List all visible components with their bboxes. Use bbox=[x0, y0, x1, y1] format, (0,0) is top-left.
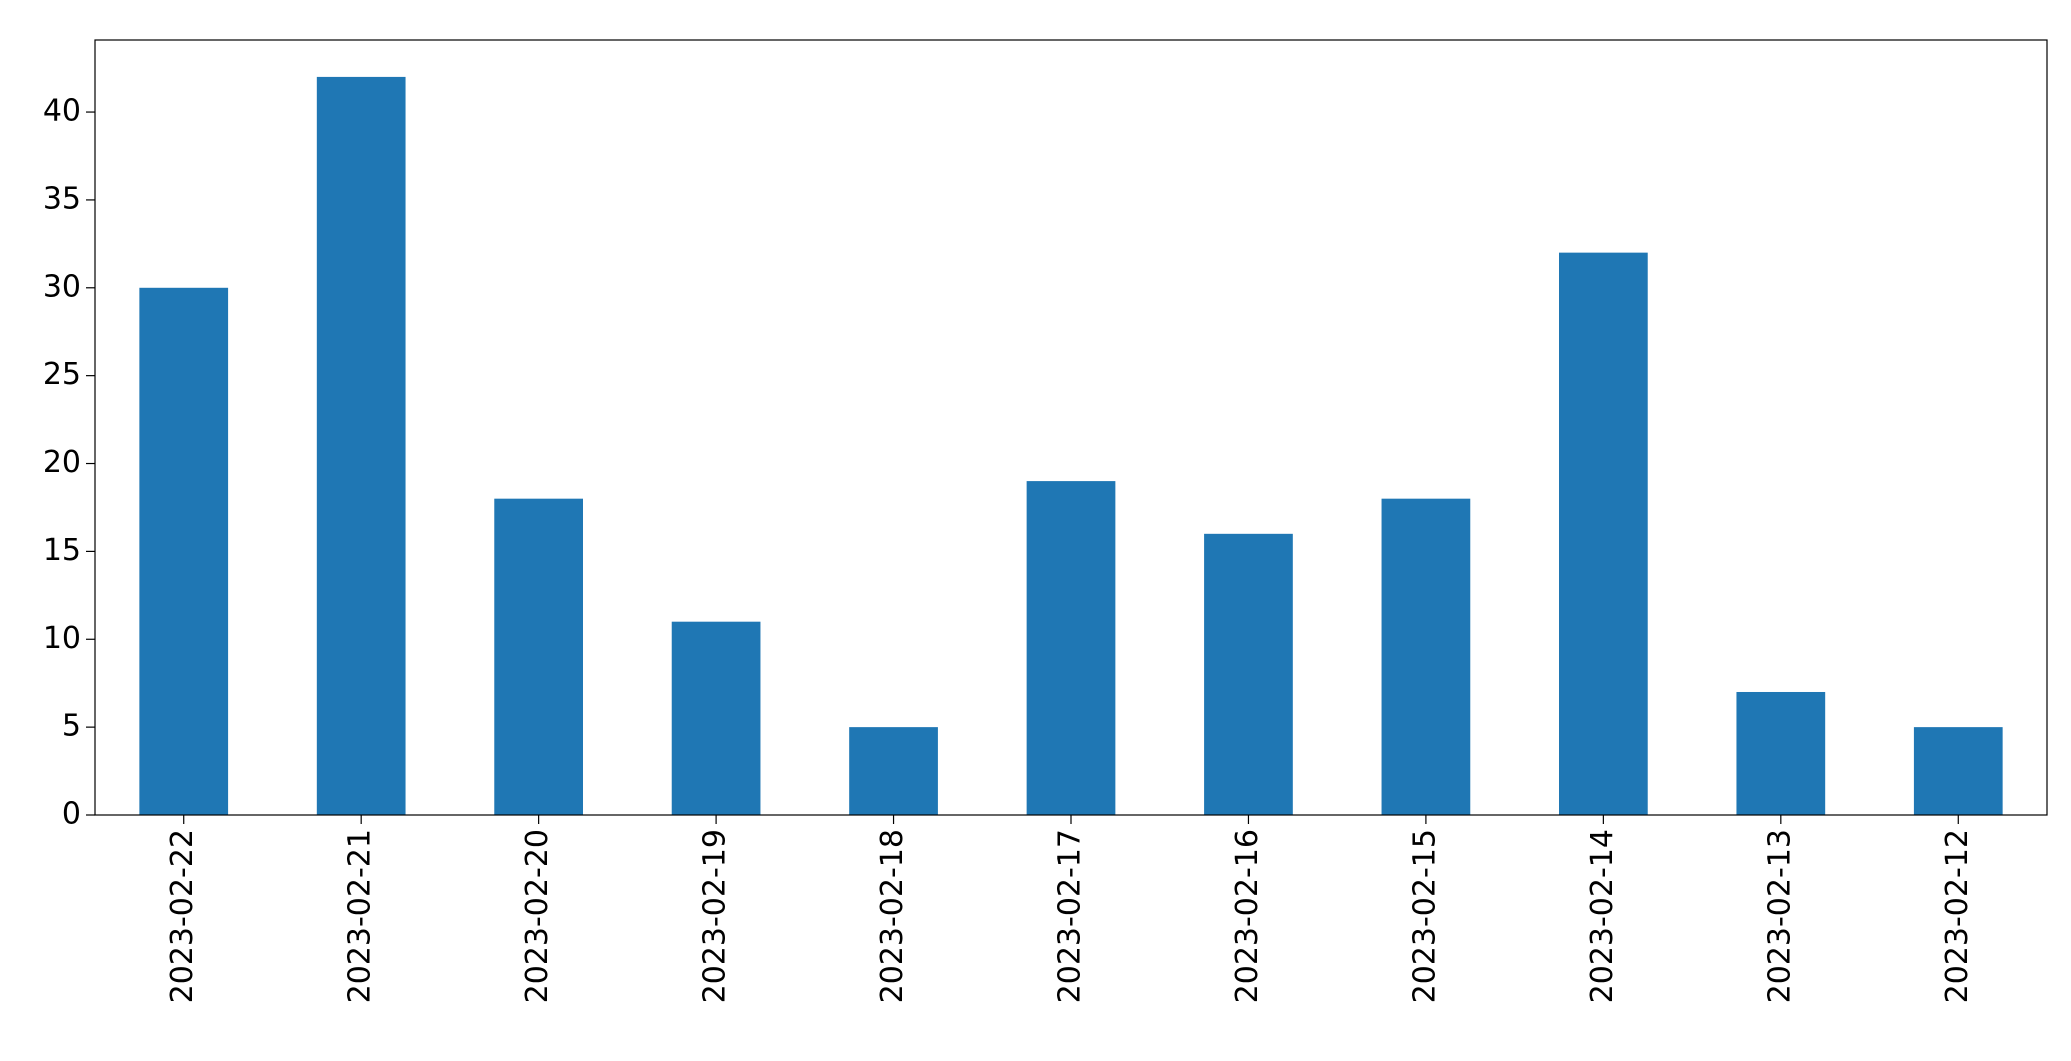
plot-frame bbox=[94, 39, 2048, 816]
x-tick-label: 2023-02-16 bbox=[1230, 829, 1265, 1003]
bar bbox=[494, 498, 583, 815]
bar bbox=[316, 76, 406, 815]
x-tick-label: 2023-02-18 bbox=[875, 829, 910, 1003]
bar bbox=[1204, 533, 1293, 815]
x-tick-label: 2023-02-20 bbox=[520, 829, 555, 1003]
x-tick-label: 2023-02-22 bbox=[165, 829, 200, 1003]
bar bbox=[1913, 727, 2003, 815]
y-tick-label: 30 bbox=[43, 269, 81, 304]
y-tick-label: 35 bbox=[43, 181, 81, 216]
bar bbox=[671, 621, 761, 815]
x-tick-label: 2023-02-12 bbox=[1940, 829, 1975, 1003]
y-tick-label: 25 bbox=[43, 357, 81, 392]
bar bbox=[139, 287, 229, 815]
y-tick-label: 0 bbox=[62, 797, 81, 832]
y-tick-label: 40 bbox=[43, 94, 81, 129]
bar bbox=[1026, 481, 1116, 815]
bar bbox=[849, 727, 938, 815]
x-tick-label: 2023-02-14 bbox=[1585, 829, 1620, 1003]
bar bbox=[1559, 252, 1648, 815]
y-tick-label: 5 bbox=[62, 709, 81, 744]
bar bbox=[1736, 691, 1826, 815]
x-tick-label: 2023-02-19 bbox=[698, 829, 733, 1003]
y-tick-label: 20 bbox=[43, 445, 81, 480]
x-tick-label: 2023-02-17 bbox=[1053, 829, 1088, 1003]
x-tick-label: 2023-02-21 bbox=[343, 829, 378, 1003]
bar bbox=[1381, 498, 1471, 815]
x-tick-label: 2023-02-15 bbox=[1407, 829, 1442, 1003]
x-tick-label: 2023-02-13 bbox=[1762, 829, 1797, 1003]
y-tick-label: 15 bbox=[43, 533, 81, 568]
y-tick-label: 10 bbox=[43, 621, 81, 656]
